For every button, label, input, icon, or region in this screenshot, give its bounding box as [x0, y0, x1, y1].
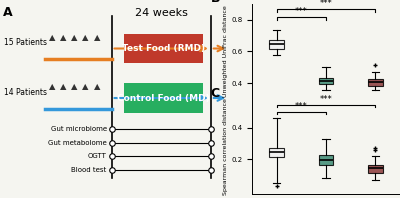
Bar	[124, 34, 203, 63]
Text: ▲: ▲	[71, 33, 78, 42]
Text: ▲: ▲	[60, 33, 66, 42]
Text: ▲: ▲	[71, 82, 78, 91]
Text: ▲: ▲	[94, 33, 100, 42]
Text: OGTT: OGTT	[88, 153, 107, 159]
PathPatch shape	[368, 165, 383, 173]
PathPatch shape	[269, 40, 284, 49]
Text: ▲: ▲	[82, 33, 89, 42]
Text: 15 Patients: 15 Patients	[4, 38, 47, 47]
Text: Test Food (RMD): Test Food (RMD)	[122, 44, 205, 53]
Text: Gut microbiome: Gut microbiome	[50, 126, 107, 132]
Text: ▲: ▲	[82, 82, 89, 91]
PathPatch shape	[368, 79, 383, 86]
Text: ▲: ▲	[60, 82, 66, 91]
PathPatch shape	[319, 155, 333, 165]
Text: 24 weeks: 24 weeks	[135, 8, 188, 18]
Text: Blood test: Blood test	[71, 167, 107, 173]
Text: ▲: ▲	[49, 33, 55, 42]
Text: B: B	[210, 0, 220, 5]
Text: ***: ***	[295, 102, 308, 111]
Text: A: A	[2, 6, 12, 19]
Text: C: C	[210, 87, 220, 100]
Text: ***: ***	[320, 0, 332, 8]
Bar	[124, 83, 203, 113]
Text: ***: ***	[295, 7, 308, 16]
Text: 14 Patients: 14 Patients	[4, 88, 47, 97]
Text: Control Food (MD): Control Food (MD)	[117, 93, 210, 103]
Text: ▲: ▲	[49, 82, 55, 91]
Y-axis label: Unweighted UniFrac distance: Unweighted UniFrac distance	[223, 6, 228, 97]
Text: ▲: ▲	[94, 82, 100, 91]
Text: Gut metabolome: Gut metabolome	[48, 140, 107, 146]
Text: ***: ***	[320, 95, 332, 104]
PathPatch shape	[269, 148, 284, 157]
Y-axis label: Spearman correlation distance: Spearman correlation distance	[223, 98, 228, 195]
PathPatch shape	[319, 78, 333, 84]
